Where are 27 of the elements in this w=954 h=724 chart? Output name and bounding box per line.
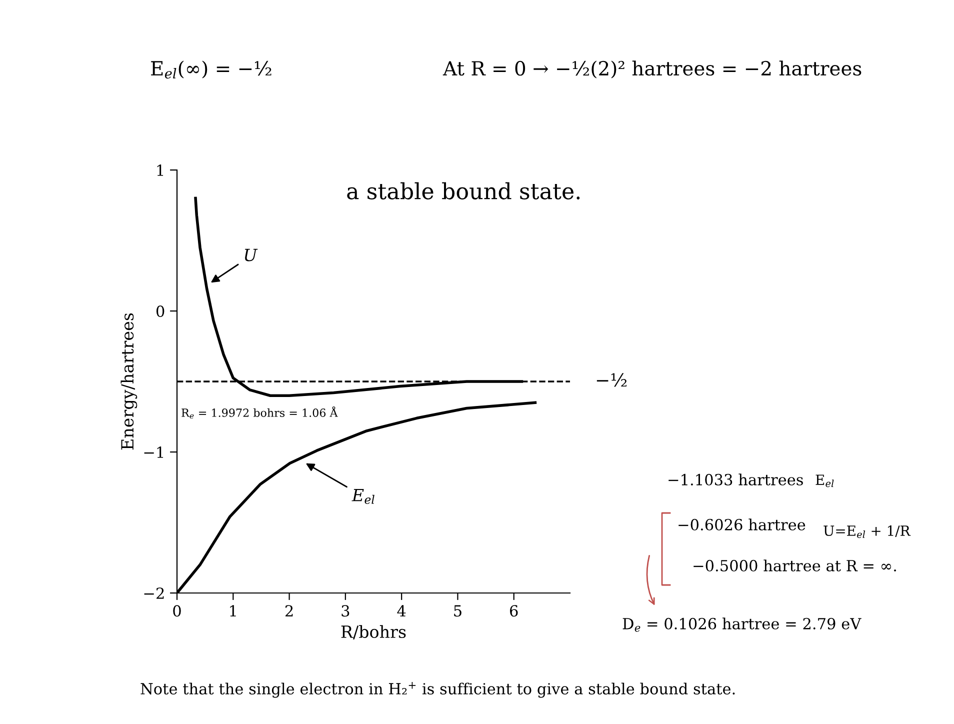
x-tick-label: 4: [397, 605, 406, 616]
annotation: a stable bound state.: [347, 182, 580, 200]
text: −1.1033 hartrees: [668, 474, 803, 486]
x-axis-title: R/bohrs: [341, 625, 406, 640]
text: Note that the single electron in H₂$^{+}$ is sufficient to give a stable bound state.: [140, 682, 735, 698]
annotation: R$_{e}$ = 1.9972 bohrs = 1.06 Å: [182, 406, 338, 419]
x-tick-label: 5: [454, 605, 462, 617]
x-tick-label: 3: [342, 605, 350, 617]
text: At R = 0 → −½(2)² hartrees = −2 hartrees: [442, 60, 862, 78]
annotation: U: [244, 248, 258, 262]
y-axis-title: Energy/hartrees: [120, 313, 138, 450]
text: E$_{el}$(∞) = −½: [151, 60, 272, 79]
text: E$_{el}$: [816, 474, 834, 488]
ref-line-label: −½: [596, 373, 626, 387]
x-tick-label: 0: [173, 605, 181, 617]
text: −0.6026 hartree: [678, 518, 806, 530]
y-tick-label: −2: [144, 587, 164, 599]
text: −0.5000 hartree at R = ∞.: [694, 560, 896, 572]
x-tick-label: 6: [510, 605, 518, 617]
annotation: E$_{el}$: [352, 489, 374, 504]
y-tick-label: −1: [144, 446, 164, 458]
text: U=E$_{el}$ + 1/R: [824, 525, 911, 538]
y-tick-label: 0: [156, 305, 164, 318]
x-tick-label: 2: [285, 605, 293, 616]
y-tick-label: 1: [157, 164, 164, 176]
text: D$_{e}$ = 0.1026 hartree = 2.79 eV: [622, 618, 862, 632]
x-tick-label: 1: [230, 605, 236, 616]
